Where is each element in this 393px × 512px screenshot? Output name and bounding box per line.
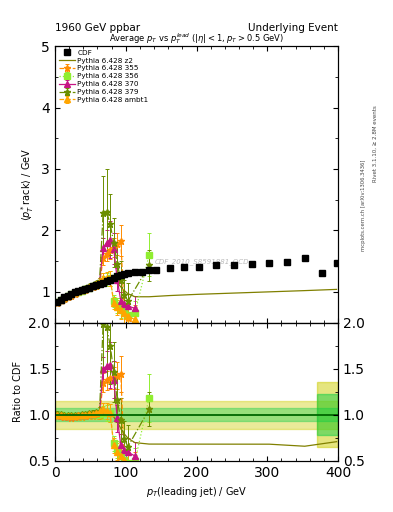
CDF bbox=[101, 280, 105, 286]
CDF bbox=[182, 264, 187, 270]
Pythia 6.428 z2 bbox=[72, 289, 77, 295]
Pythia 6.428 z2 bbox=[83, 286, 88, 292]
CDF bbox=[320, 270, 325, 276]
CDF bbox=[140, 268, 144, 274]
Text: 1960 GeV ppbar: 1960 GeV ppbar bbox=[55, 23, 140, 33]
CDF bbox=[55, 299, 59, 305]
CDF bbox=[302, 255, 307, 261]
Pythia 6.428 z2 bbox=[147, 294, 151, 300]
CDF bbox=[132, 269, 137, 275]
Pythia 6.428 z2 bbox=[76, 288, 81, 294]
Bar bbox=[55, 401, 338, 429]
CDF bbox=[196, 264, 201, 270]
CDF bbox=[90, 283, 95, 289]
Text: Underlying Event: Underlying Event bbox=[248, 23, 338, 33]
CDF bbox=[72, 289, 77, 295]
CDF bbox=[122, 271, 127, 277]
CDF bbox=[58, 297, 63, 303]
CDF bbox=[108, 276, 112, 283]
CDF bbox=[111, 274, 116, 281]
Y-axis label: $\langle p^*_T\mathrm{rack} \rangle$ / GeV: $\langle p^*_T\mathrm{rack} \rangle$ / G… bbox=[19, 147, 36, 221]
CDF bbox=[65, 292, 70, 298]
Line: CDF: CDF bbox=[54, 255, 340, 306]
Text: Rivet 3.1.10, ≥ 2.8M events: Rivet 3.1.10, ≥ 2.8M events bbox=[373, 105, 378, 182]
CDF bbox=[94, 282, 98, 288]
Title: Average $p_T$ vs $p_T^{lead}$ ($|\eta| < 1$, $p_T > 0.5$ GeV): Average $p_T$ vs $p_T^{lead}$ ($|\eta| <… bbox=[109, 31, 284, 46]
Pythia 6.428 z2 bbox=[65, 292, 70, 298]
Y-axis label: Ratio to CDF: Ratio to CDF bbox=[13, 361, 23, 422]
CDF bbox=[79, 287, 84, 293]
CDF bbox=[168, 265, 173, 271]
Pythia 6.428 z2 bbox=[94, 282, 98, 288]
CDF bbox=[214, 262, 219, 268]
Pythia 6.428 z2 bbox=[196, 291, 201, 297]
Pythia 6.428 z2 bbox=[115, 280, 119, 286]
CDF bbox=[285, 259, 289, 265]
Pythia 6.428 z2 bbox=[111, 276, 116, 283]
CDF bbox=[231, 262, 236, 268]
Text: mcplots.cern.ch [arXiv:1306.3436]: mcplots.cern.ch [arXiv:1306.3436] bbox=[361, 159, 366, 250]
Pythia 6.428 z2 bbox=[122, 288, 127, 294]
Bar bbox=[317, 394, 338, 435]
Line: Pythia 6.428 z2: Pythia 6.428 z2 bbox=[57, 278, 336, 302]
CDF bbox=[154, 267, 158, 273]
CDF bbox=[118, 272, 123, 279]
CDF bbox=[97, 281, 102, 287]
Pythia 6.428 z2 bbox=[101, 278, 105, 284]
Text: CDF_2010_S8591881_QCD: CDF_2010_S8591881_QCD bbox=[155, 259, 250, 265]
CDF bbox=[62, 294, 66, 301]
CDF bbox=[86, 285, 91, 291]
Pythia 6.428 z2 bbox=[97, 280, 102, 286]
Legend: CDF, Pythia 6.428 z2, Pythia 6.428 355, Pythia 6.428 356, Pythia 6.428 370, Pyth: CDF, Pythia 6.428 z2, Pythia 6.428 355, … bbox=[57, 48, 150, 104]
Pythia 6.428 z2 bbox=[62, 295, 66, 301]
Bar bbox=[317, 382, 338, 447]
Pythia 6.428 z2 bbox=[90, 283, 95, 289]
Pythia 6.428 z2 bbox=[69, 291, 73, 297]
CDF bbox=[76, 288, 81, 294]
Pythia 6.428 z2 bbox=[86, 285, 91, 291]
X-axis label: $p_T$(leading jet) / GeV: $p_T$(leading jet) / GeV bbox=[146, 485, 247, 499]
CDF bbox=[267, 260, 272, 266]
Pythia 6.428 z2 bbox=[334, 286, 339, 292]
Pythia 6.428 z2 bbox=[168, 292, 173, 298]
CDF bbox=[147, 267, 151, 273]
CDF bbox=[83, 286, 88, 292]
Pythia 6.428 z2 bbox=[125, 291, 130, 297]
Pythia 6.428 z2 bbox=[79, 287, 84, 293]
Pythia 6.428 z2 bbox=[231, 290, 236, 296]
Pythia 6.428 z2 bbox=[302, 288, 307, 294]
Pythia 6.428 z2 bbox=[58, 297, 63, 303]
CDF bbox=[334, 260, 339, 266]
Pythia 6.428 z2 bbox=[118, 284, 123, 290]
Pythia 6.428 z2 bbox=[132, 294, 137, 300]
CDF bbox=[249, 261, 254, 267]
Pythia 6.428 z2 bbox=[267, 289, 272, 295]
CDF bbox=[125, 270, 130, 276]
CDF bbox=[104, 278, 109, 284]
CDF bbox=[69, 291, 73, 297]
Pythia 6.428 z2 bbox=[108, 274, 112, 281]
Bar bbox=[55, 408, 338, 421]
Pythia 6.428 z2 bbox=[104, 276, 109, 283]
CDF bbox=[115, 273, 119, 280]
Pythia 6.428 z2 bbox=[55, 299, 59, 305]
